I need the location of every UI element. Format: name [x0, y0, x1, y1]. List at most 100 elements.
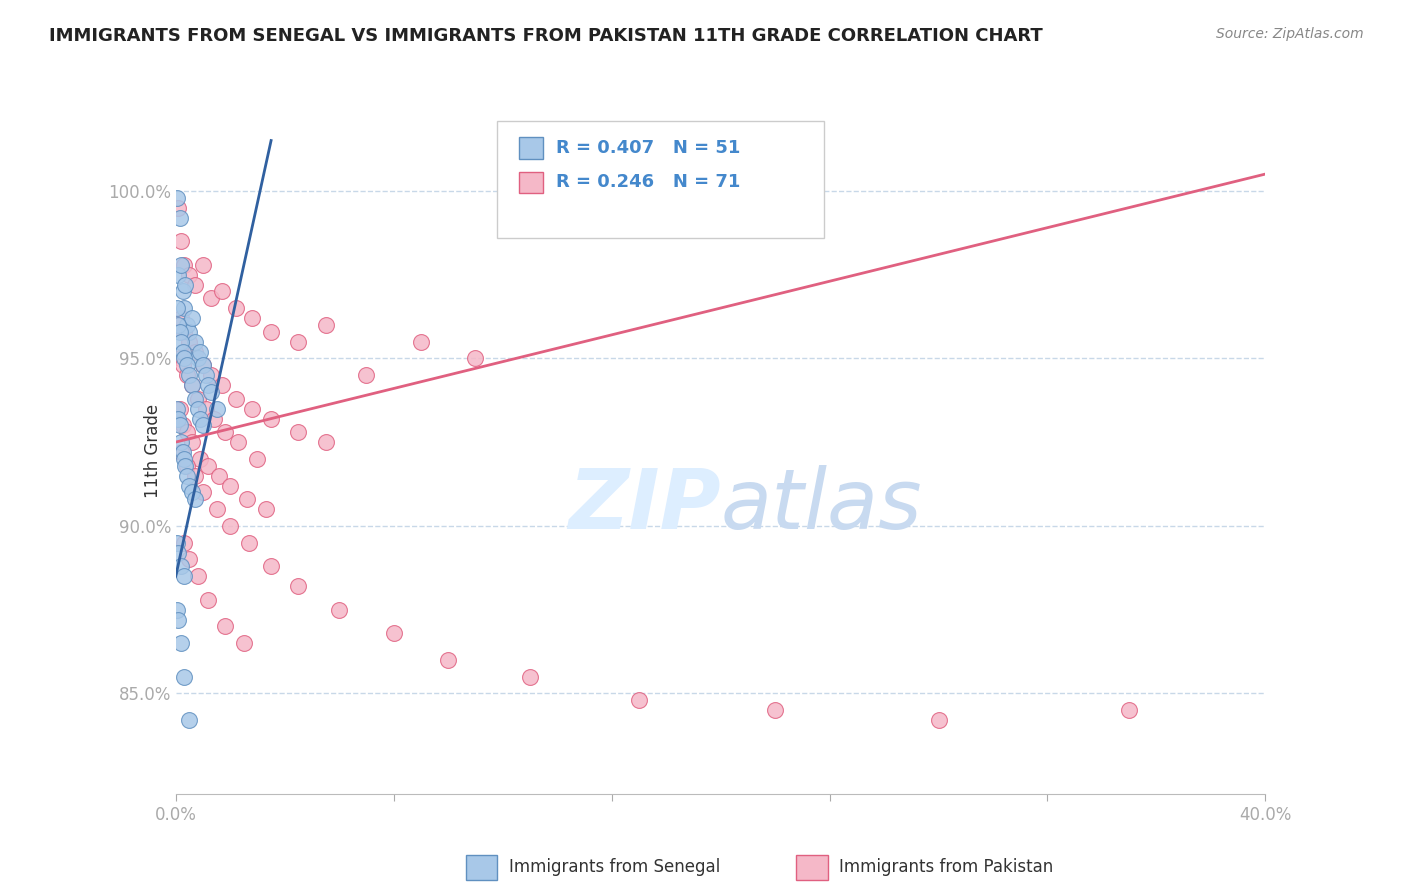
Point: [181, 435, 204, 450]
Point: [356, 368, 378, 382]
Point: [184, 468, 207, 483]
Point: [194, 401, 217, 416]
Point: [315, 435, 337, 450]
Point: [208, 468, 231, 483]
Point: [235, 491, 257, 506]
Point: [173, 325, 195, 339]
Point: [172, 285, 194, 299]
Point: [464, 351, 486, 366]
Point: [191, 485, 214, 500]
Point: [169, 351, 191, 366]
Point: [172, 445, 194, 459]
Point: [173, 451, 195, 466]
Point: [172, 358, 194, 372]
Point: [176, 425, 198, 439]
Point: [225, 392, 247, 406]
Point: [260, 325, 283, 339]
Point: [287, 334, 309, 349]
Bar: [465, 855, 498, 880]
Point: [174, 458, 197, 473]
Point: [186, 351, 209, 366]
Point: [186, 392, 209, 406]
Point: [219, 519, 242, 533]
Point: [179, 478, 201, 492]
FancyBboxPatch shape: [519, 137, 543, 159]
Text: R = 0.407   N = 51: R = 0.407 N = 51: [555, 139, 741, 157]
Point: [214, 425, 236, 439]
Point: [197, 378, 219, 392]
Point: [173, 569, 195, 583]
Point: [238, 535, 260, 549]
Point: [173, 301, 195, 315]
Point: [188, 411, 211, 425]
Point: [260, 411, 283, 425]
Point: [1118, 703, 1140, 717]
Point: [205, 502, 228, 516]
Text: IMMIGRANTS FROM SENEGAL VS IMMIGRANTS FROM PAKISTAN 11TH GRADE CORRELATION CHART: IMMIGRANTS FROM SENEGAL VS IMMIGRANTS FR…: [49, 27, 1043, 45]
Point: [176, 358, 198, 372]
Text: atlas: atlas: [721, 465, 922, 546]
Point: [627, 693, 650, 707]
Text: Source: ZipAtlas.com: Source: ZipAtlas.com: [1216, 27, 1364, 41]
Point: [194, 368, 217, 382]
Point: [176, 468, 198, 483]
Point: [188, 451, 211, 466]
Point: [170, 445, 193, 459]
Point: [202, 411, 225, 425]
Point: [519, 670, 541, 684]
Point: [179, 325, 201, 339]
Point: [172, 344, 194, 359]
Point: [170, 258, 193, 272]
Point: [176, 458, 198, 473]
Point: [225, 301, 247, 315]
Point: [260, 559, 283, 574]
Point: [228, 435, 250, 450]
Text: Immigrants from Pakistan: Immigrants from Pakistan: [839, 858, 1053, 876]
Point: [170, 559, 193, 574]
Point: [184, 344, 207, 359]
Point: [188, 344, 211, 359]
Point: [246, 451, 269, 466]
Y-axis label: 11th Grade: 11th Grade: [143, 403, 162, 498]
Point: [315, 318, 337, 332]
Point: [211, 378, 233, 392]
Point: [184, 277, 207, 292]
Point: [328, 602, 350, 616]
Point: [166, 190, 188, 204]
Point: [211, 285, 233, 299]
Point: [205, 401, 228, 416]
Point: [173, 670, 195, 684]
Point: [219, 478, 242, 492]
Point: [167, 318, 190, 332]
Point: [186, 569, 209, 583]
Point: [200, 384, 222, 399]
Point: [173, 258, 195, 272]
Point: [173, 351, 195, 366]
Point: [169, 418, 191, 433]
Point: [169, 401, 191, 416]
Point: [181, 378, 204, 392]
Point: [172, 418, 194, 433]
Point: [169, 211, 191, 225]
Point: [167, 613, 190, 627]
Point: [179, 334, 201, 349]
Point: [181, 311, 204, 326]
Point: [232, 636, 254, 650]
Point: [170, 234, 193, 248]
Point: [191, 418, 214, 433]
Point: [176, 368, 198, 382]
Text: Immigrants from Senegal: Immigrants from Senegal: [509, 858, 720, 876]
Point: [167, 268, 190, 282]
Point: [382, 626, 405, 640]
Point: [200, 368, 222, 382]
Point: [179, 268, 201, 282]
Point: [181, 485, 204, 500]
Point: [167, 411, 190, 425]
Point: [176, 318, 198, 332]
Point: [166, 535, 188, 549]
Point: [197, 458, 219, 473]
Point: [191, 358, 214, 372]
Text: ZIP: ZIP: [568, 465, 721, 546]
Point: [184, 392, 207, 406]
Point: [254, 502, 277, 516]
